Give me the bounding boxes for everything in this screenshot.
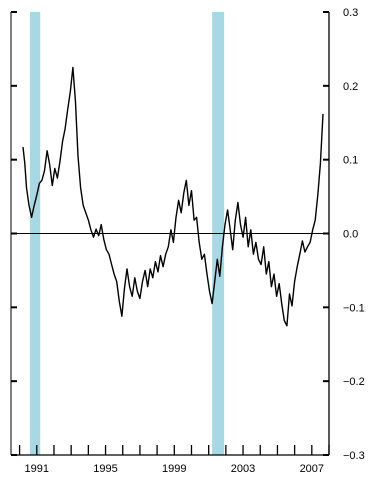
x-tick-label: 1991 <box>25 463 49 475</box>
x-tick-label: 1999 <box>162 463 186 475</box>
y-tick-label: −0.1 <box>343 302 365 314</box>
series-layer <box>22 66 324 327</box>
y-tick-label: 0.1 <box>343 155 358 167</box>
y-ticks: 0.3 0.2 0.1 0.0 −0.1 −0.2 −0.3 <box>11 7 365 462</box>
x-tick-label: 2003 <box>231 463 255 475</box>
x-tick-label: 2007 <box>300 463 324 475</box>
y-tick-label: 0.3 <box>343 7 358 19</box>
series-line-1 <box>22 66 324 327</box>
x-ticks: 1991 1995 1999 2003 2007 <box>18 445 330 475</box>
y-tick-label: 0.0 <box>343 229 358 241</box>
x-tick-label: 1995 <box>93 463 117 475</box>
y-tick-label: −0.2 <box>343 376 365 388</box>
y-tick-label: 0.2 <box>343 81 358 93</box>
y-tick-label: −0.3 <box>343 450 365 462</box>
